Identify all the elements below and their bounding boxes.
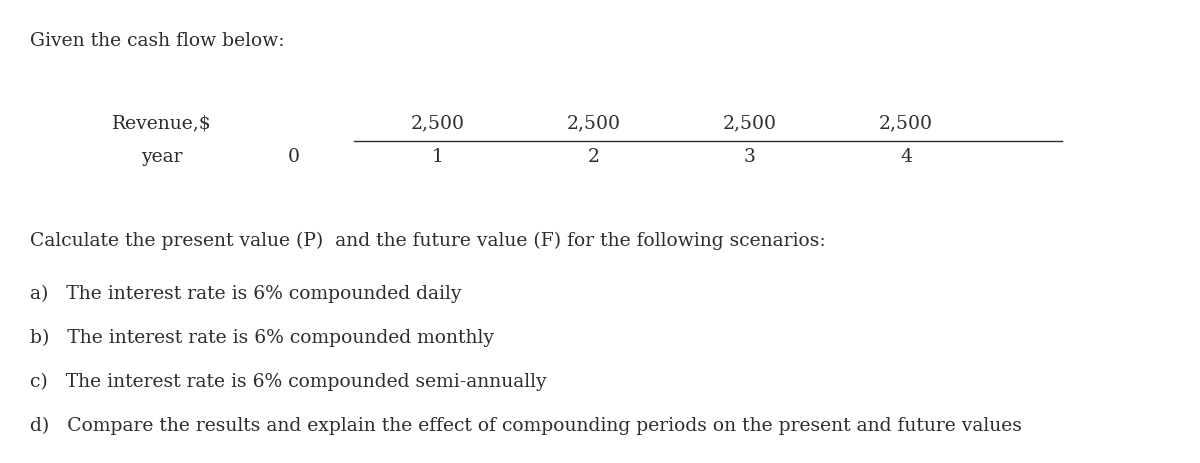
Text: 2,500: 2,500: [722, 115, 778, 133]
Text: Given the cash flow below:: Given the cash flow below:: [30, 32, 284, 50]
Text: year: year: [142, 149, 182, 166]
Text: Calculate the present value (P)  and the future value (F) for the following scen: Calculate the present value (P) and the …: [30, 232, 826, 250]
Text: 0: 0: [288, 149, 300, 166]
Text: 1: 1: [432, 149, 444, 166]
Text: c)   The interest rate is 6% compounded semi-annually: c) The interest rate is 6% compounded se…: [30, 373, 547, 391]
Text: b)   The interest rate is 6% compounded monthly: b) The interest rate is 6% compounded mo…: [30, 329, 494, 347]
Text: 2: 2: [588, 149, 600, 166]
Text: 2,500: 2,500: [878, 115, 934, 133]
Text: a)   The interest rate is 6% compounded daily: a) The interest rate is 6% compounded da…: [30, 285, 462, 303]
Text: Revenue,$: Revenue,$: [112, 115, 212, 133]
Text: 3: 3: [744, 149, 756, 166]
Text: 2,500: 2,500: [410, 115, 466, 133]
Text: 4: 4: [900, 149, 912, 166]
Text: d)   Compare the results and explain the effect of compounding periods on the pr: d) Compare the results and explain the e…: [30, 417, 1022, 435]
Text: 2,500: 2,500: [568, 115, 622, 133]
